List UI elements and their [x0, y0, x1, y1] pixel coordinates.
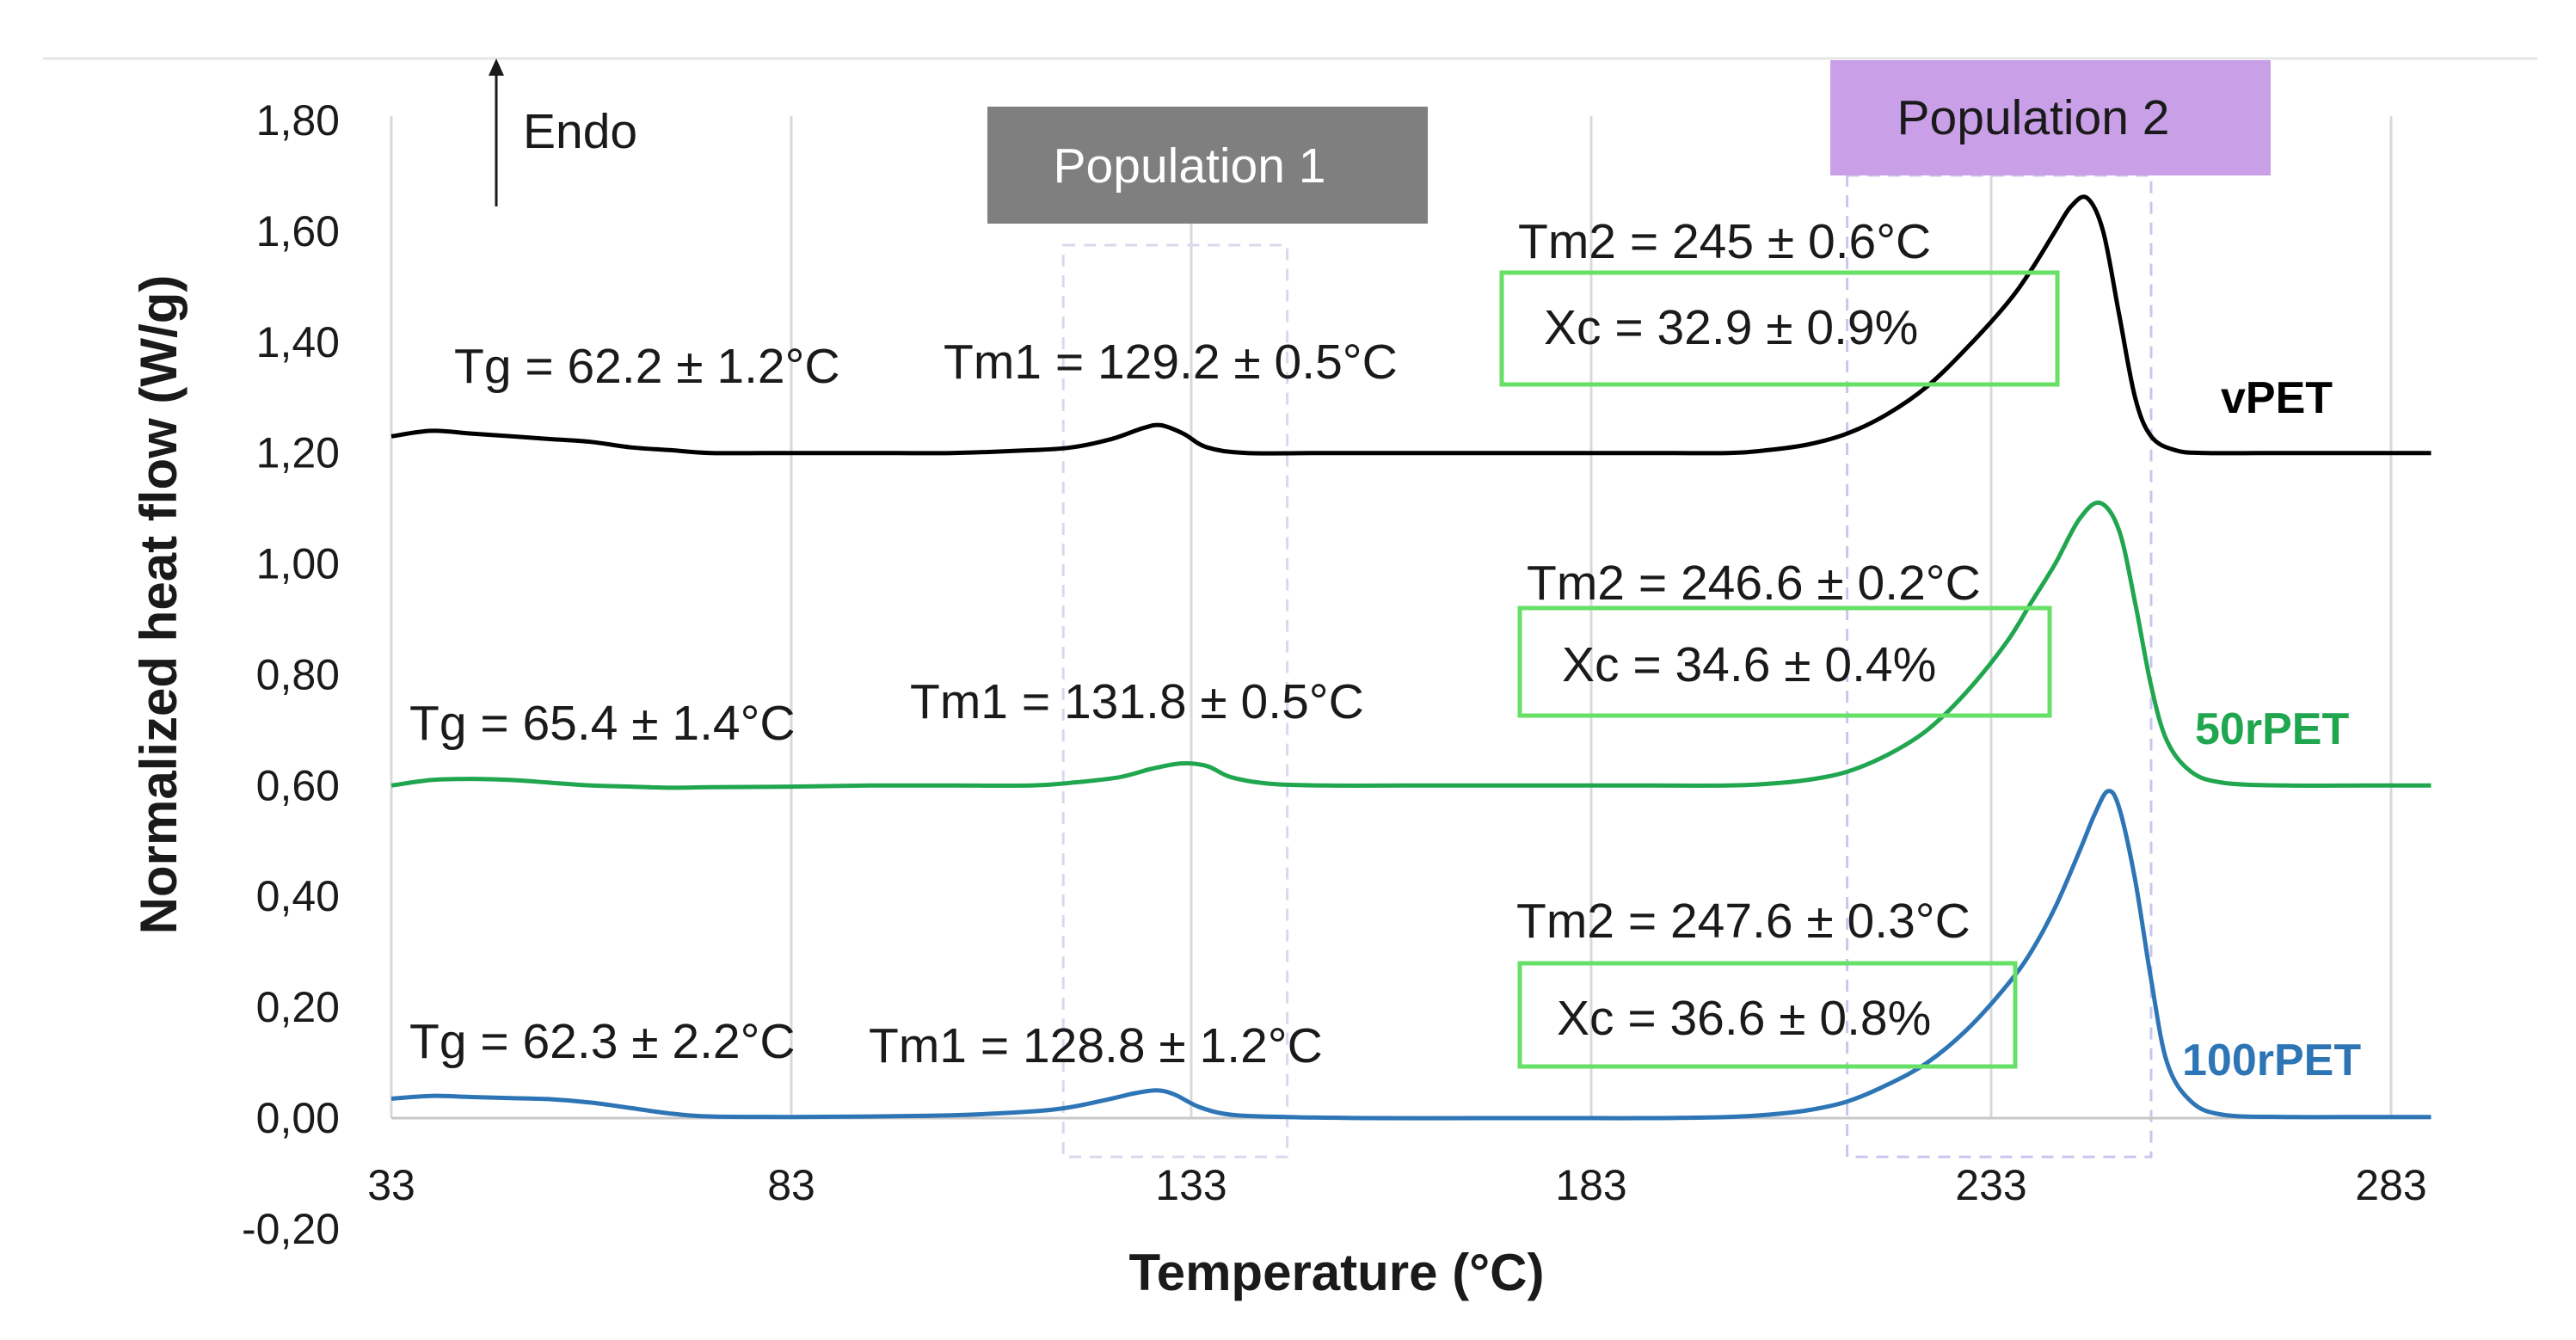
- 50rpet-xc-annotation: Xc = 34.6 ± 0.4%: [1562, 637, 1936, 692]
- x-tick-label: 233: [1955, 1161, 2026, 1209]
- series-line-100rpet: [390, 789, 2432, 1121]
- x-tick-label: 283: [2355, 1161, 2426, 1209]
- 100rpet-series-label: 100rPET: [2182, 1036, 2361, 1085]
- x-tick-label: 83: [767, 1161, 815, 1209]
- endo-arrow-head: [489, 58, 504, 76]
- 100rpet-tm2-annotation: Tm2 = 247.6 ± 0.3°C: [1516, 894, 1970, 949]
- y-tick-label: 0,80: [256, 650, 340, 698]
- y-tick-label: 1,80: [256, 96, 340, 144]
- 100rpet-tg-annotation: Tg = 62.3 ± 2.2°C: [409, 1014, 796, 1069]
- gridlines: [390, 116, 2393, 1118]
- 100rpet-xc-box: [1517, 961, 2018, 1069]
- series-line-50rpet: [390, 500, 2432, 790]
- series-lines: [390, 194, 2432, 1121]
- vpet-tg-annotation: Tg = 62.2 ± 1.2°C: [454, 339, 840, 394]
- vpet-xc-box: [1499, 270, 2060, 387]
- y-tick-label: -0,20: [242, 1205, 340, 1253]
- population-2-box: [1830, 60, 2271, 175]
- vpet-tm1-annotation: Tm1 = 129.2 ± 0.5°C: [944, 335, 1398, 390]
- y-tick-label: 0,20: [256, 983, 340, 1031]
- y-tick-label: 0,40: [256, 872, 340, 920]
- population-2-label: Population 2: [1897, 90, 2170, 145]
- x-axis-title: Temperature (°C): [1129, 1244, 1545, 1301]
- x-tick-label: 33: [367, 1161, 415, 1209]
- x-tick-label: 183: [1555, 1161, 1626, 1209]
- y-axis-title: Normalized heat flow (W/g): [130, 275, 188, 935]
- population-1-region: [1061, 243, 1289, 1159]
- 100rpet-xc-annotation: Xc = 36.6 ± 0.8%: [1557, 991, 1931, 1046]
- y-tick-label: 0,60: [256, 761, 340, 809]
- 50rpet-tm2-annotation: Tm2 = 246.6 ± 0.2°C: [1527, 556, 1981, 611]
- y-tick-label: 0,00: [256, 1094, 340, 1142]
- y-tick-label: 1,00: [256, 540, 340, 588]
- 50rpet-tm1-annotation: Tm1 = 131.8 ± 0.5°C: [910, 674, 1364, 729]
- y-tick-label: 1,20: [256, 429, 340, 477]
- vpet-xc-annotation: Xc = 32.9 ± 0.9%: [1544, 300, 1918, 355]
- 50rpet-series-label: 50rPET: [2195, 704, 2349, 754]
- y-tick-label: 1,40: [256, 318, 340, 366]
- 50rpet-xc-box: [1517, 605, 2052, 718]
- y-tick-labels: -0,20 0,00 0,20 0,40 0,60 0,80 1,00 1,20 1,40 1,6…: [242, 96, 340, 1253]
- series-line-vpet: [390, 194, 2432, 456]
- endo-label: Endo: [523, 104, 637, 159]
- population-1-label: Population 1: [1054, 138, 1326, 194]
- vpet-series-label: vPET: [2221, 373, 2333, 423]
- 50rpet-tg-annotation: Tg = 65.4 ± 1.4°C: [409, 696, 796, 751]
- 100rpet-tm1-annotation: Tm1 = 128.8 ± 1.2°C: [869, 1018, 1323, 1073]
- x-tick-labels: 33 83 133 183 233 283: [367, 1161, 2427, 1209]
- vpet-tm2-annotation: Tm2 = 245 ± 0.6°C: [1518, 214, 1931, 269]
- population-1-box: [987, 107, 1428, 224]
- y-tick-label: 1,60: [256, 207, 340, 255]
- x-tick-label: 133: [1155, 1161, 1227, 1209]
